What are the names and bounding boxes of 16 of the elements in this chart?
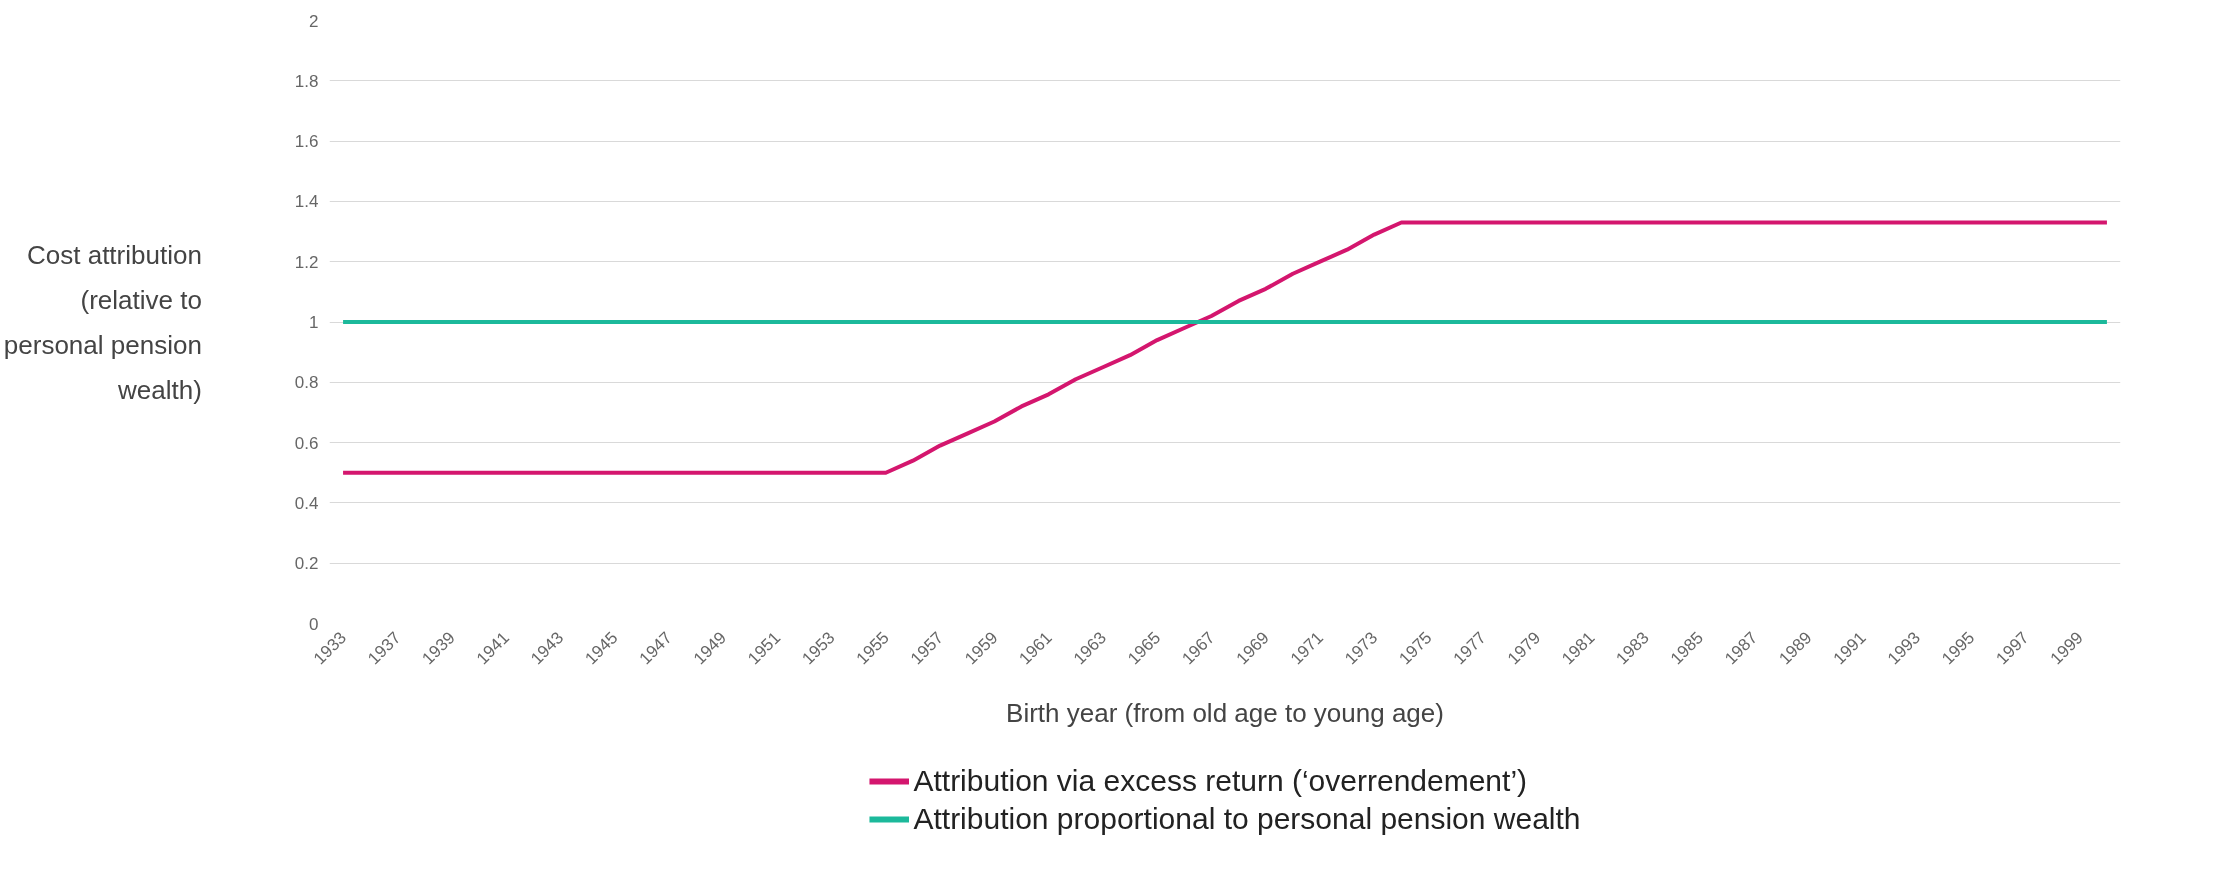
y-tick-label: 2 bbox=[309, 11, 319, 31]
y-tick-label: 0.2 bbox=[294, 554, 319, 574]
y-tick-label: 0.8 bbox=[294, 373, 319, 393]
y-tick-label: 1.8 bbox=[294, 71, 319, 91]
y-tick-label: 1.6 bbox=[294, 132, 319, 152]
legend-label: Attribution proportional to personal pension wealth bbox=[913, 802, 1581, 836]
y-tick-label: 0.6 bbox=[294, 433, 319, 453]
y-tick-label: 0 bbox=[309, 614, 319, 634]
y-tick-label: 1.2 bbox=[294, 252, 319, 272]
line-series bbox=[341, 220, 2109, 475]
y-tick-label: 1 bbox=[309, 313, 319, 332]
y-tick-label: 1.4 bbox=[294, 192, 319, 212]
legend-label: Attribution via excess return (‘overrendement’) bbox=[913, 764, 1528, 798]
y-tick-label: 0.4 bbox=[294, 493, 319, 513]
x-axis-title: Birth year (from old age to young age) bbox=[1006, 697, 1444, 728]
y-axis-title: Cost attribution (relative to personal pension wealth) bbox=[3, 239, 202, 405]
